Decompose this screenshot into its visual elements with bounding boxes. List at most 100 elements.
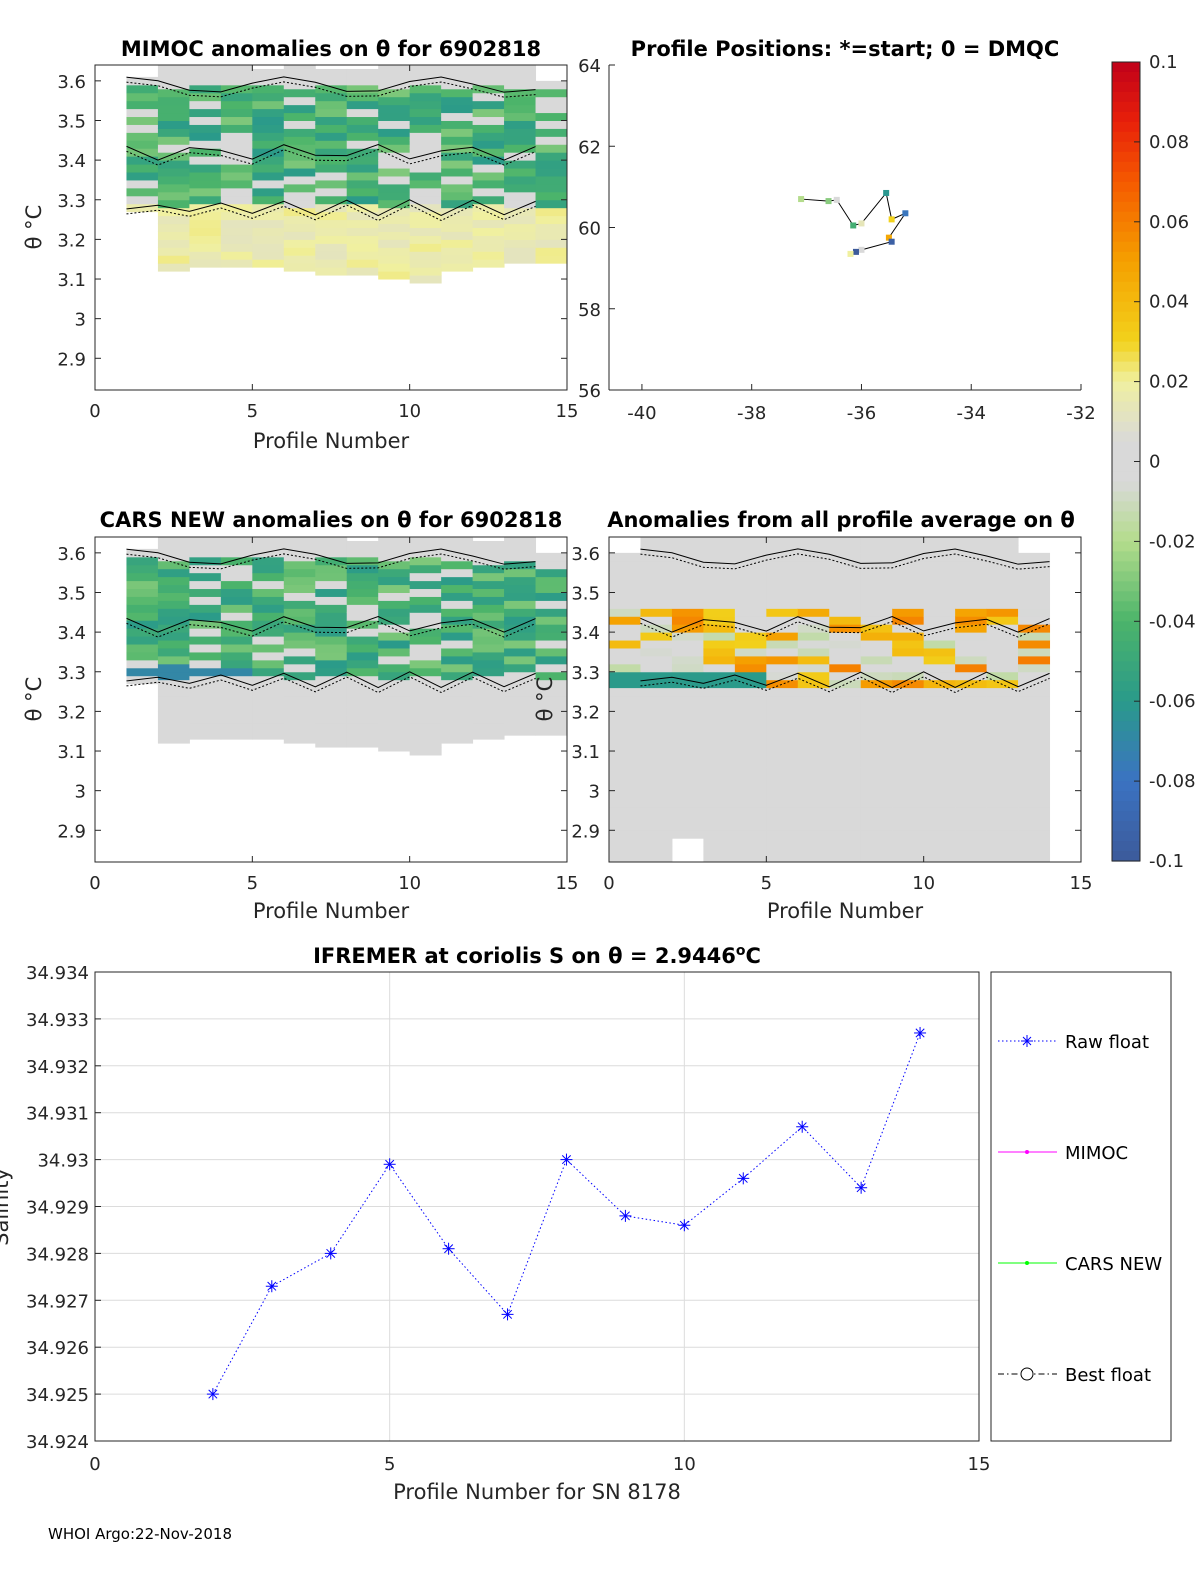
heatmap-cell [955, 751, 988, 760]
heatmap-cell [734, 854, 767, 862]
heatmap-cell [441, 624, 474, 633]
heatmap-cell [220, 148, 253, 157]
heatmap-cell [640, 576, 673, 586]
heatmap-cell [535, 616, 567, 625]
colorbar-band [1112, 551, 1140, 562]
star-stroke [915, 1028, 925, 1038]
heatmap-cell [766, 616, 799, 625]
colorbar-band [1112, 351, 1140, 363]
heatmap-cell [640, 806, 673, 815]
heatmap-cell [504, 679, 537, 689]
heatmap-cell [220, 65, 253, 70]
heatmap-cell [860, 798, 893, 808]
heatmap-cell [986, 655, 1019, 665]
heatmap-cell [126, 636, 159, 645]
heatmap-cell [797, 798, 830, 808]
heatmap-cell [1018, 584, 1051, 593]
heatmap-cell [892, 735, 925, 744]
colorbar-band [1112, 841, 1140, 852]
heatmap-cell [189, 537, 222, 542]
heatmap-cell [766, 671, 799, 681]
heatmap-cell [283, 65, 316, 74]
heatmap-cell [829, 838, 862, 847]
heatmap-cell [378, 687, 411, 697]
heatmap-cell [986, 671, 1019, 681]
heatmap-cell [671, 830, 704, 839]
heatmap-cell [923, 584, 956, 593]
heatmap-cell [472, 707, 505, 716]
heatmap-cell [315, 76, 348, 86]
heatmap-cell [409, 644, 442, 653]
heatmap-cell [157, 168, 190, 177]
heatmap-cell [157, 199, 190, 209]
heatmap-cell [283, 263, 316, 272]
heatmap-cell [766, 576, 799, 586]
colorbar-band [1112, 321, 1140, 333]
raw-float-point [678, 1219, 691, 1232]
heatmap-cell [126, 596, 159, 605]
heatmap-cell [220, 548, 253, 558]
heatmap-cell [829, 679, 862, 689]
heatmap-cell [734, 798, 767, 808]
heatmap-cell [283, 88, 316, 98]
x-tick-label: -38 [737, 403, 766, 424]
heatmap-cell [986, 806, 1019, 815]
heatmap-cell [640, 790, 673, 800]
heatmap-cell [892, 616, 925, 625]
heatmap-cell [609, 719, 641, 728]
heatmap-cell [283, 72, 316, 82]
heatmap-cell [441, 88, 474, 98]
heatmap-cell [640, 830, 673, 839]
heatmap-cell [609, 798, 641, 808]
heatmap-cell [346, 612, 379, 621]
heatmap-cell [220, 211, 253, 221]
heatmap-cell [986, 727, 1019, 736]
heatmap-cell [734, 679, 767, 689]
y-tick-label: 56 [578, 381, 601, 402]
colorbar-band [1112, 81, 1140, 93]
heatmap-cell [378, 128, 411, 137]
heatmap-cell [671, 758, 704, 768]
heatmap-cell [986, 560, 1019, 570]
heatmap-cell [892, 838, 925, 847]
heatmap-cell [535, 671, 567, 681]
heatmap-cell [797, 711, 830, 720]
heatmap-cell [189, 723, 222, 732]
heatmap-cell [829, 766, 862, 776]
heatmap-cell [346, 172, 379, 181]
heatmap-cell [923, 782, 956, 792]
heatmap-cell [829, 719, 862, 728]
heatmap-cell [504, 616, 537, 625]
heatmap-cell [703, 790, 736, 800]
colorbar-band [1112, 161, 1140, 173]
colorbar-band [1112, 101, 1140, 113]
colorbar-band [1112, 681, 1140, 692]
heatmap-cell [892, 727, 925, 736]
heatmap-cell [703, 663, 736, 673]
heatmap-cell [441, 655, 474, 665]
heatmap-cell [409, 140, 442, 149]
heatmap-cell [1018, 671, 1051, 681]
heatmap-cell [189, 675, 222, 685]
heatmap-cell [923, 774, 956, 784]
heatmap-cell [703, 727, 736, 736]
heatmap-cell [829, 544, 862, 554]
legend-item: Raw float [998, 1032, 1149, 1053]
heatmap-cell [860, 576, 893, 586]
heatmap-cell [220, 620, 253, 629]
y-tick-label: 3.6 [57, 72, 86, 93]
heatmap-cell [504, 647, 537, 657]
heatmap-cell [797, 647, 830, 657]
heatmap-cell [923, 806, 956, 815]
heatmap-cell [315, 84, 348, 94]
heatmap-cell [609, 711, 641, 720]
heatmap-cell [829, 711, 862, 720]
heatmap-cell [378, 65, 411, 74]
heatmap-cell [220, 179, 253, 189]
heatmap-cell [441, 255, 474, 264]
heatmap-cell [955, 727, 988, 736]
heatmap-cell [409, 731, 442, 740]
heatmap-cell [797, 537, 830, 546]
y-tick-label: 3.4 [57, 623, 86, 644]
heatmap-cell [892, 679, 925, 689]
